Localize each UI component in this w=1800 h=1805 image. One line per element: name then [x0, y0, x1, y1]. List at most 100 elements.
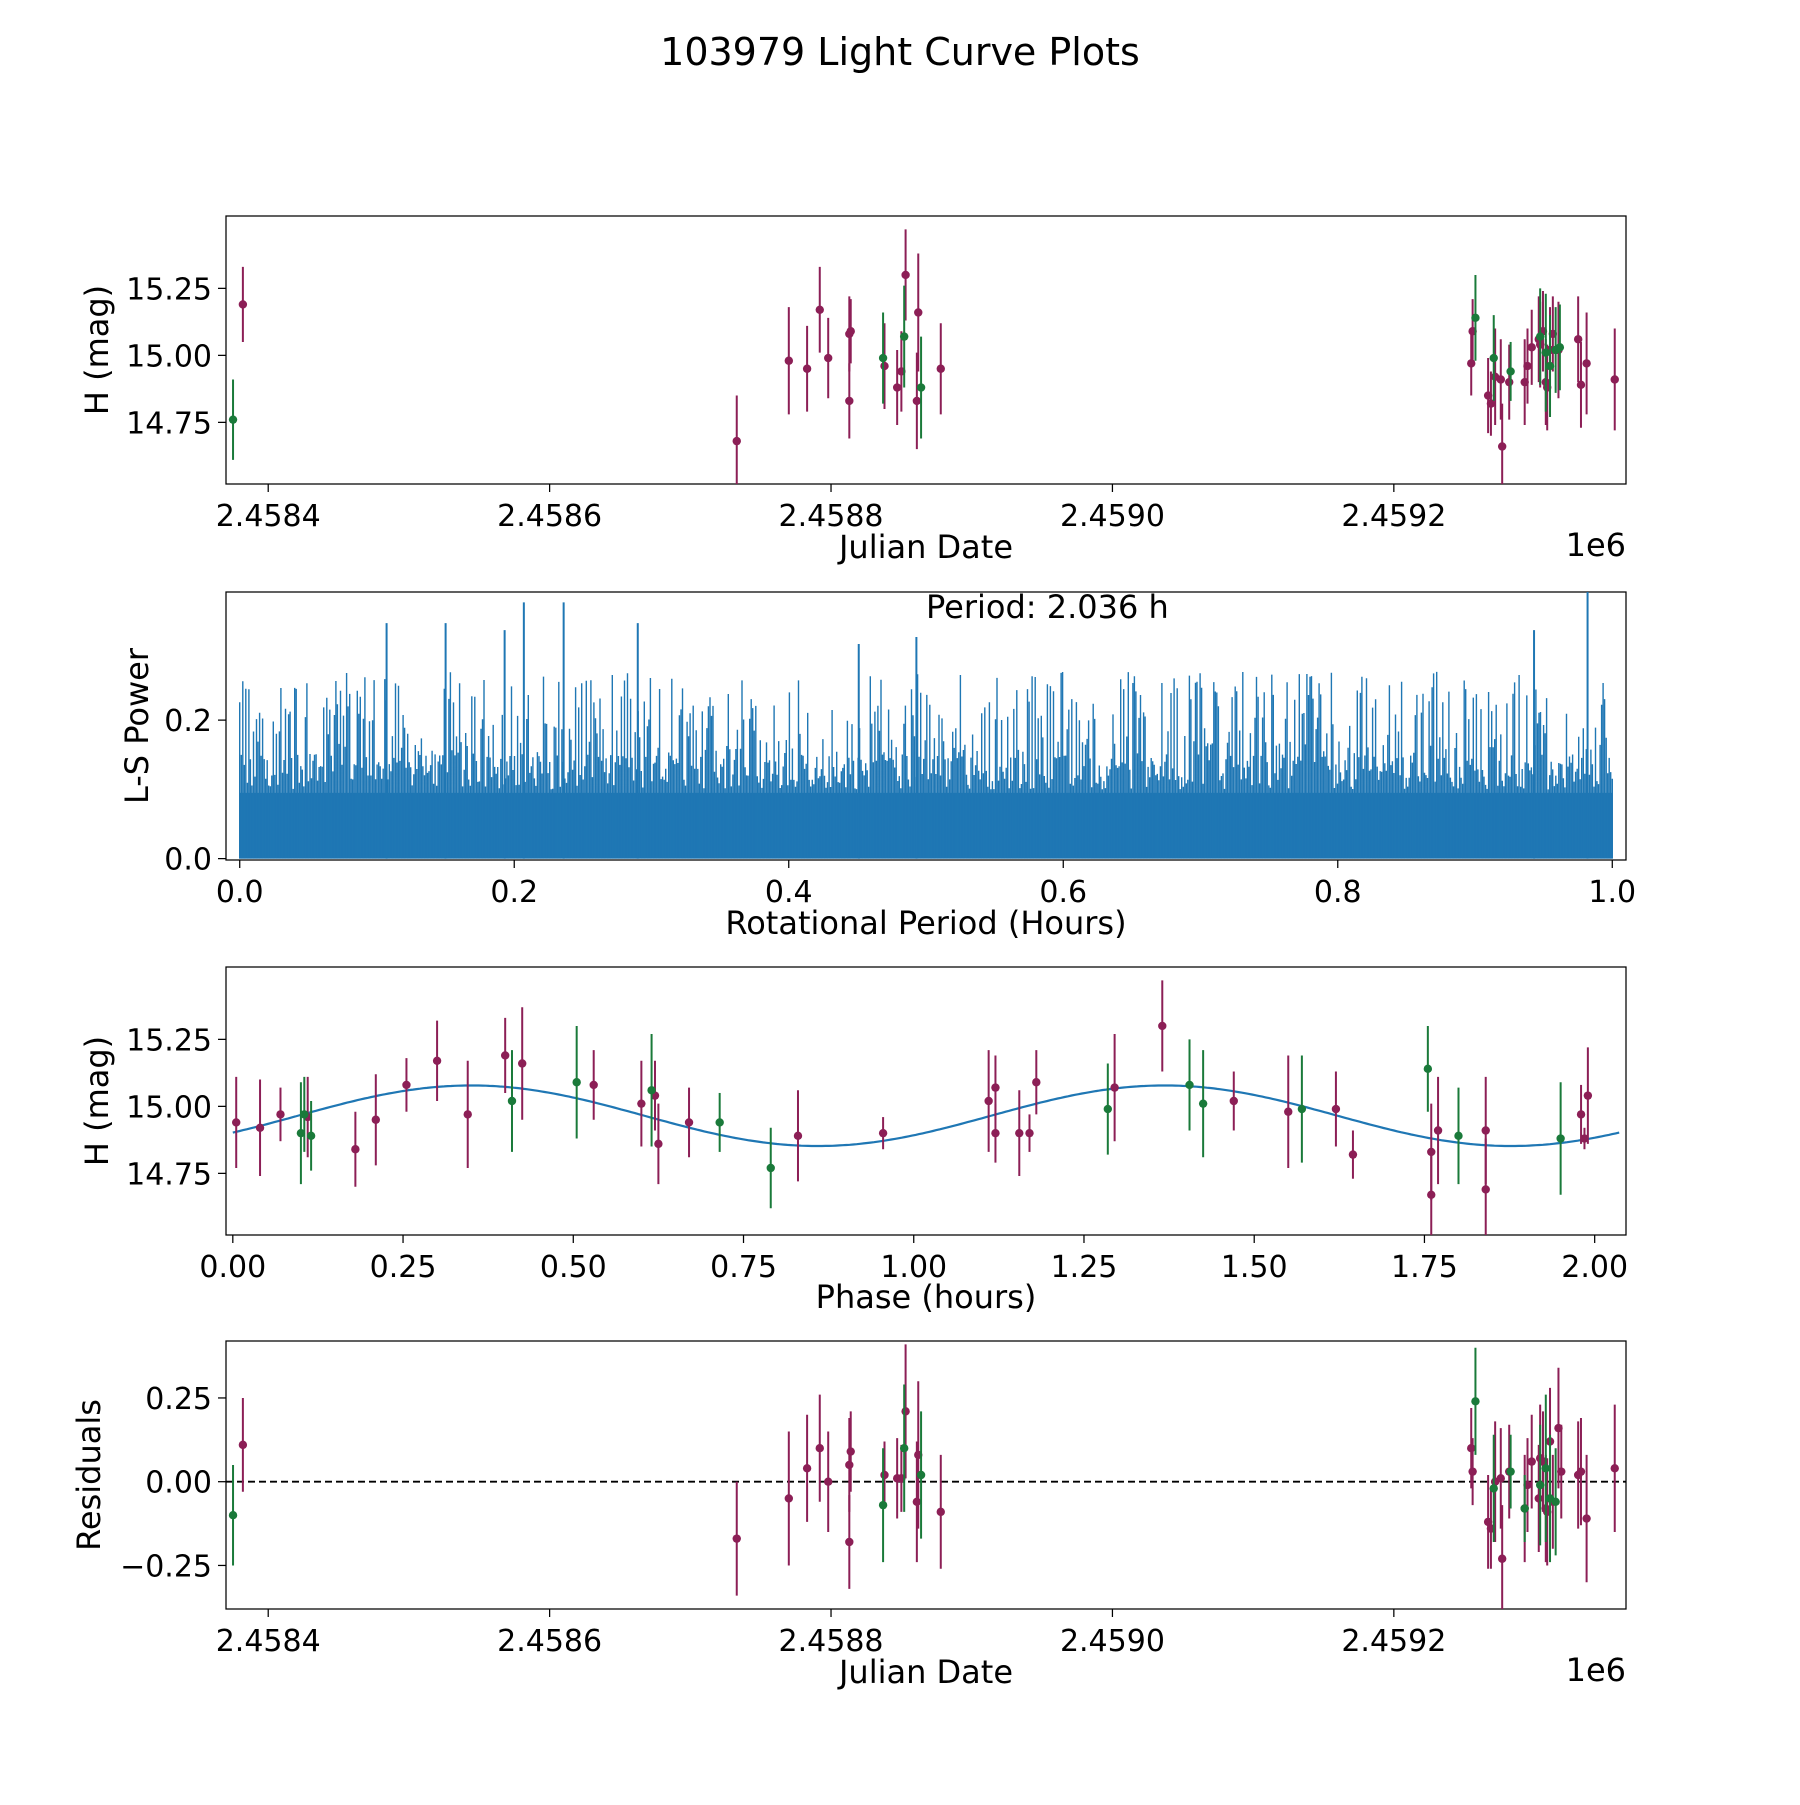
lightcurve-point: [1497, 442, 1507, 451]
residuals-xtick-label: 2.4586: [497, 1624, 602, 1659]
residuals-point: [878, 1500, 888, 1510]
phased-point: [1580, 1134, 1589, 1143]
residuals-point: [1467, 1444, 1476, 1453]
lightcurve-point: [899, 332, 909, 341]
phased-point: [1103, 1104, 1113, 1114]
lightcurve-ylabel: H (mag): [78, 285, 116, 415]
phased-ticks: 0.00 0.25 0.50 0.75 1.00 1.25 1.50 1.75 2.00 14.7…: [126, 1023, 1628, 1285]
residuals-point: [1496, 1474, 1505, 1483]
phased-xtick-label: 1.50: [1221, 1250, 1288, 1285]
phased-axes-frame: [225, 966, 1627, 1236]
periodogram-xtick-label: 0.2: [490, 875, 538, 910]
lightcurve-point: [914, 308, 923, 317]
lightcurve-point: [802, 364, 812, 373]
figure-title: 103979 Light Curve Plots: [660, 30, 1140, 74]
periodogram-axes-frame: [225, 591, 1627, 861]
phased-point: [1423, 1064, 1433, 1074]
phased-point: [1229, 1096, 1238, 1106]
lightcurve-point: [845, 396, 854, 406]
lightcurve-point: [892, 383, 902, 392]
residuals-axes-frame: [225, 1340, 1627, 1610]
phased-point: [878, 1128, 888, 1138]
lightcurve-point: [1576, 380, 1586, 390]
phased-point: [518, 1059, 527, 1068]
lightcurve-point: [880, 361, 889, 371]
residuals-marks: [226, 1344, 1626, 1609]
phased-ytick-label: 15.25: [126, 1023, 212, 1058]
lightcurve-point: [815, 305, 824, 314]
phased-point: [351, 1145, 360, 1154]
residuals-point: [1468, 1467, 1477, 1476]
lightcurve-point: [1555, 343, 1565, 352]
lightcurve-ticks: 2.4584 2.4586 2.4588 2.4590 2.4592 14.75 15.00…: [126, 272, 1446, 534]
phased-point: [1427, 1147, 1436, 1157]
phased-point: [306, 1131, 316, 1141]
residuals-point: [228, 1511, 238, 1520]
residuals-point: [1582, 1514, 1591, 1523]
residuals-point: [1610, 1464, 1619, 1473]
residuals-offset-label: 1e6: [1566, 1651, 1626, 1689]
residuals-point: [1506, 1467, 1515, 1476]
residuals-point: [802, 1464, 812, 1473]
lightcurve-point: [784, 356, 794, 365]
lightcurve-point: [824, 353, 833, 363]
lightcurve-point: [912, 396, 922, 406]
phased-point: [991, 1083, 1000, 1092]
residuals-point: [912, 1497, 922, 1507]
lightcurve-point: [1505, 377, 1514, 387]
residuals-point: [1535, 1480, 1545, 1490]
residuals-point: [1497, 1554, 1507, 1563]
lightcurve-xtick-label: 2.4584: [216, 499, 321, 534]
residuals-point: [732, 1534, 741, 1543]
phased-point: [1576, 1110, 1586, 1119]
periodogram-marks: [239, 592, 1613, 859]
phased-point: [793, 1131, 803, 1141]
phased-xtick-label: 1.25: [1051, 1250, 1118, 1285]
phased-point: [715, 1118, 724, 1127]
phased-point: [402, 1080, 411, 1090]
phased-xtick-label: 0.75: [710, 1250, 777, 1285]
phased-xtick-label: 2.00: [1561, 1250, 1628, 1285]
residuals-ytick-label: 0.25: [145, 1382, 212, 1417]
phased-point: [300, 1110, 309, 1119]
lightcurve-ytick-label: 14.75: [126, 406, 212, 441]
lightcurve-point: [1610, 375, 1619, 384]
phased-xtick-label: 0.00: [199, 1250, 266, 1285]
lightcurve-point: [1541, 348, 1550, 357]
phased-point: [1032, 1078, 1041, 1087]
residuals-point: [845, 1460, 854, 1470]
lightcurve-point: [1582, 359, 1591, 368]
phased-point: [637, 1099, 646, 1108]
lightcurve-point: [901, 270, 910, 280]
periodogram-ticks: 0.0 0.2 0.4 0.6 0.8 1.0 0.0 0.2: [164, 704, 1636, 910]
lightcurve-point: [1467, 359, 1476, 368]
phased-xtick-label: 0.25: [370, 1250, 437, 1285]
residuals-point: [1541, 1464, 1550, 1473]
lightcurve-point: [238, 300, 248, 309]
periodogram-xtick-label: 0.0: [216, 875, 264, 910]
phased-point: [507, 1096, 517, 1106]
lightcurve-xtick-label: 2.4586: [497, 499, 602, 534]
phased-point: [1583, 1091, 1593, 1100]
phased-point: [766, 1163, 775, 1173]
phased-point: [371, 1115, 381, 1124]
phased-point: [255, 1123, 265, 1133]
residuals-point: [1520, 1504, 1529, 1513]
phased-point: [276, 1110, 285, 1119]
lightcurve-point: [936, 364, 945, 373]
residuals-point: [1489, 1484, 1498, 1493]
residuals-point: [1576, 1467, 1586, 1476]
lightcurve-point: [1471, 313, 1480, 323]
residuals-xtick-label: 2.4588: [779, 1624, 884, 1659]
residuals-point: [1557, 1467, 1566, 1476]
phased-panel: 0.00 0.25 0.50 0.75 1.00 1.25 1.50 1.75 2.00 14.7…: [78, 966, 1628, 1316]
lightcurve-point: [1506, 367, 1515, 376]
lightcurve-ytick-label: 15.00: [126, 339, 212, 374]
periodogram-panel: 0.0 0.2 0.4 0.6 0.8 1.0 0.0 0.2 Rotational Peri…: [118, 588, 1636, 942]
periodogram-ytick-label: 0.2: [164, 704, 212, 739]
lightcurve-point: [878, 353, 888, 363]
lightcurve-marks: [228, 229, 1619, 484]
phased-point: [1025, 1128, 1034, 1138]
phased-point: [1284, 1107, 1293, 1116]
lightcurve-xtick-label: 2.4588: [779, 499, 884, 534]
